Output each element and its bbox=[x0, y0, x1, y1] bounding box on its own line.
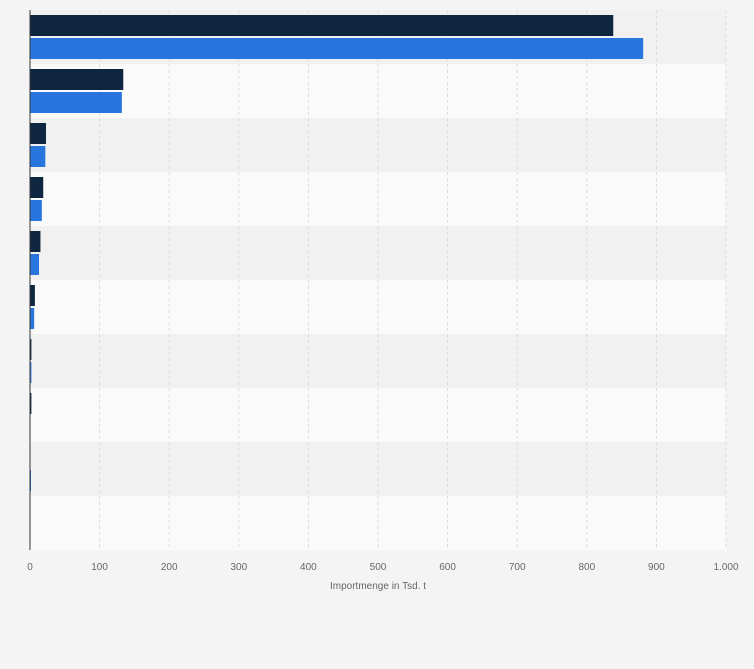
x-tick-label: 1.000 bbox=[713, 562, 738, 573]
x-tick-label: 0 bbox=[27, 562, 33, 573]
x-tick-label: 900 bbox=[648, 562, 665, 573]
bar-series2 bbox=[30, 92, 122, 113]
bar-series1 bbox=[30, 177, 44, 198]
x-tick-label: 600 bbox=[439, 562, 456, 573]
x-tick-label: 700 bbox=[509, 562, 526, 573]
bar-series1 bbox=[30, 69, 124, 90]
bar-series1 bbox=[30, 285, 35, 306]
x-tick-label: 300 bbox=[230, 562, 247, 573]
x-tick-label: 100 bbox=[91, 562, 108, 573]
bar-series1 bbox=[30, 339, 32, 360]
bar-series2 bbox=[30, 362, 32, 383]
bar-series1 bbox=[30, 231, 41, 252]
bar-series1 bbox=[30, 393, 32, 414]
bar-series2 bbox=[30, 200, 42, 221]
bar-series2 bbox=[30, 254, 40, 275]
bar-series2 bbox=[30, 38, 644, 59]
bar-series1 bbox=[30, 123, 47, 144]
x-tick-labels: 0 100 200 300 400 500 600 700 800 900 1.000 bbox=[27, 562, 739, 573]
x-tick-label: 500 bbox=[370, 562, 387, 573]
bar-series1 bbox=[30, 15, 614, 36]
bars-group bbox=[30, 15, 644, 491]
bar-series2 bbox=[30, 308, 35, 329]
x-tick-label: 800 bbox=[578, 562, 595, 573]
x-tick-label: 200 bbox=[161, 562, 178, 573]
x-axis-title: Importmenge in Tsd. t bbox=[330, 581, 426, 592]
bar-series2 bbox=[30, 146, 46, 167]
x-tick-label: 400 bbox=[300, 562, 317, 573]
